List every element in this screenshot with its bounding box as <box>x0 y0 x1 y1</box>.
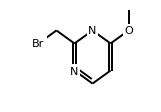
Text: Br: Br <box>32 39 45 49</box>
Text: O: O <box>124 26 133 36</box>
Text: N: N <box>70 66 79 76</box>
Text: N: N <box>88 26 97 36</box>
